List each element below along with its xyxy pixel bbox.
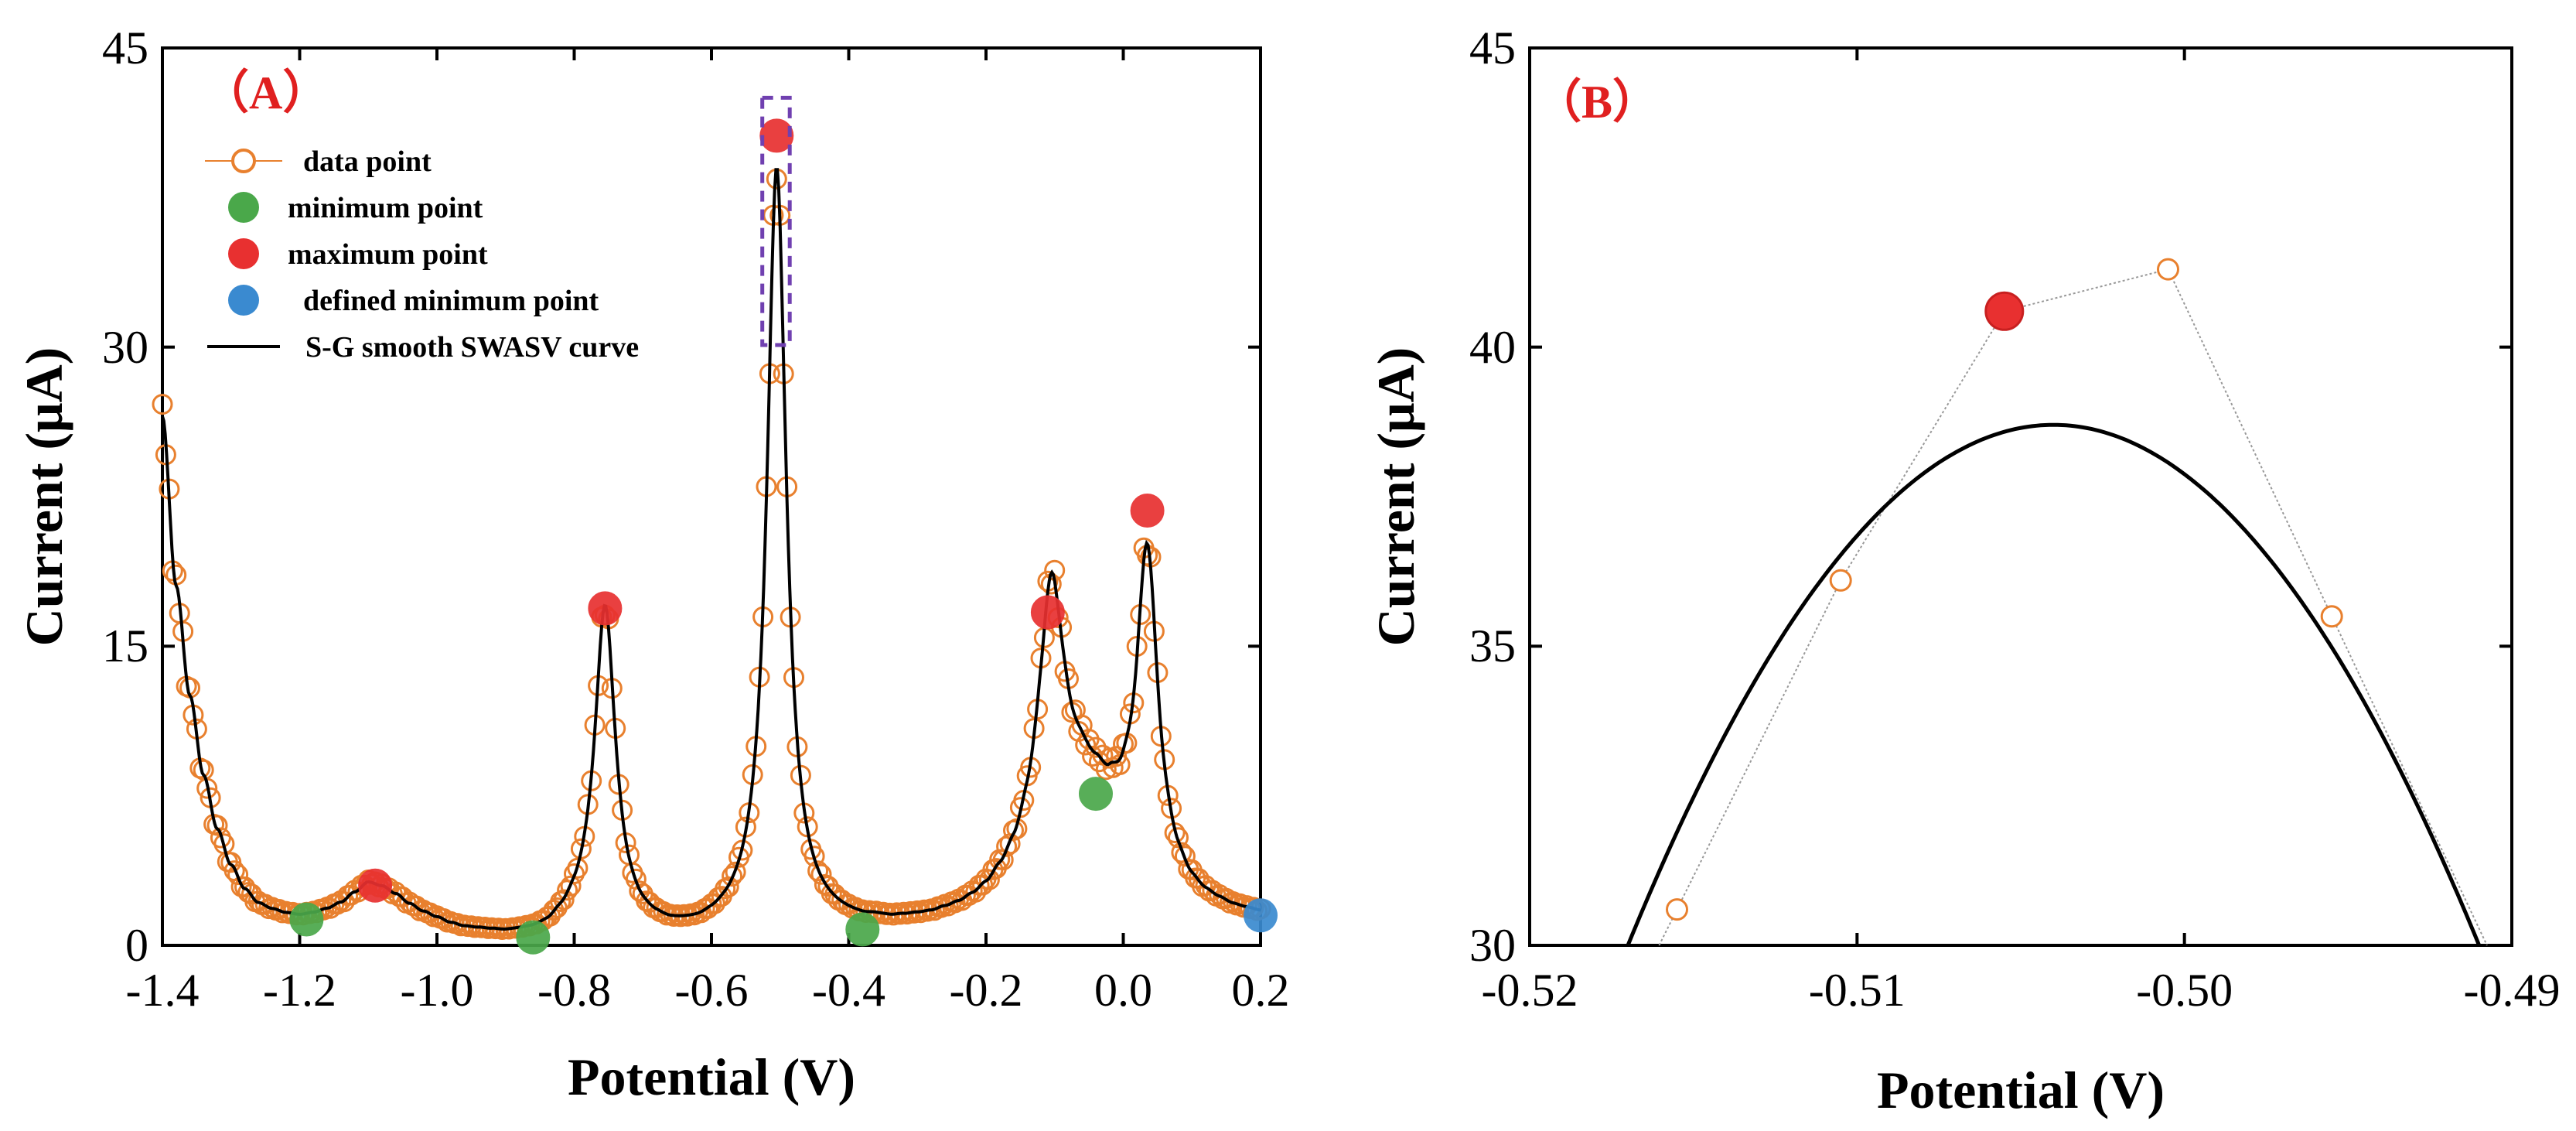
x-tick-label: -0.51 (1809, 965, 1906, 1016)
x-tick-label: 0.2 (1232, 965, 1290, 1016)
data-point (1168, 827, 1189, 849)
x-tick-label: -1.2 (263, 965, 336, 1016)
data-point (722, 866, 743, 887)
maximum-point (1984, 291, 2025, 331)
maximum-point (1030, 595, 1065, 630)
data-point (807, 860, 829, 882)
panel-b-label: （B） (1535, 76, 1659, 128)
x-tick-label: -1.0 (401, 965, 474, 1016)
data-point (810, 863, 832, 885)
legend-item-minimum-point: minimum point (228, 192, 483, 224)
y-tick-label: 35 (1469, 620, 1516, 671)
data-point (1174, 846, 1196, 867)
x-tick-label: -0.50 (2136, 965, 2233, 1016)
legend-marker-maximum-point (228, 238, 259, 269)
data-point (978, 869, 1000, 890)
data-point (1666, 898, 1688, 921)
maximum-point (588, 591, 623, 626)
panel-a-plot-area (152, 95, 1278, 955)
y-tick-label: 40 (1469, 322, 1516, 373)
data-point (152, 394, 173, 415)
panel-b-x-axis-title: Potential (V) (1877, 1061, 2165, 1119)
data-point (2157, 258, 2179, 281)
legend-marker-minimum-point (228, 192, 259, 223)
panel-a-y-axis-title: Current (μA) (15, 347, 73, 647)
legend-item-defined-minimum-point: defined minimum point (228, 285, 599, 317)
legend-marker-defined-minimum-point (228, 285, 259, 316)
y-tick-label: 45 (102, 22, 148, 73)
minimum-point (1079, 777, 1113, 812)
data-point (2320, 605, 2343, 628)
maximum-point (1130, 494, 1165, 528)
legend-label-smooth-curve: S-G smooth SWASV curve (305, 331, 639, 364)
y-tick-label: 30 (102, 322, 148, 373)
x-tick-label: -0.52 (1482, 965, 1578, 1016)
data-point (1082, 746, 1104, 767)
legend-item-data-point: data point (205, 145, 432, 178)
panel-b-plot-area (1626, 258, 2488, 946)
panel-b-x-tick-labels: -0.52 -0.51 -0.50 -0.49 (1482, 965, 2561, 1016)
minimum-point (289, 902, 324, 937)
panel-a-ticks (161, 46, 1262, 947)
y-tick-label: 0 (125, 920, 148, 971)
panel-b-smooth-curve (1626, 422, 2482, 946)
panel-b-data-line (1658, 268, 2488, 946)
panel-a-label: （A） (203, 67, 329, 118)
x-tick-label: -0.8 (537, 965, 611, 1016)
panel-b-data-points (1666, 258, 2343, 921)
defined-minimum-point (1244, 898, 1278, 933)
data-point (1829, 569, 1852, 592)
data-point (567, 857, 589, 879)
data-point (725, 861, 746, 883)
legend-item-smooth-curve: S-G smooth SWASV curve (207, 331, 639, 364)
y-tick-label: 30 (1469, 920, 1516, 971)
x-tick-label: -0.2 (950, 965, 1023, 1016)
data-point (234, 876, 255, 897)
legend-item-maximum-point: maximum point (228, 238, 488, 271)
data-point (1085, 736, 1107, 758)
legend-label-defined-minimum-point: defined minimum point (303, 285, 599, 317)
panel-a-x-tick-labels: -1.4 -1.2 -1.0 -0.8 -0.6 -0.4 -0.2 0.0 0… (126, 965, 1290, 1016)
panel-b-plot-frame (1528, 46, 2513, 947)
panel-a-defined-minimum-points (1244, 898, 1278, 933)
panel-a-y-tick-labels: 0 15 30 45 (102, 22, 148, 971)
panel-a-minimum-points (289, 777, 1113, 955)
x-tick-label: 0.0 (1094, 965, 1152, 1016)
legend-label-maximum-point: maximum point (288, 238, 488, 271)
highlight-box (760, 95, 792, 347)
panel-a-x-axis-title: Potential (V) (568, 1047, 855, 1106)
x-tick-label: -1.4 (126, 965, 200, 1016)
panel-b-y-tick-labels: 30 35 40 45 (1469, 22, 1516, 971)
x-tick-label: -0.4 (812, 965, 885, 1016)
legend-label-data-point: data point (303, 145, 432, 178)
panel-b-y-axis-title: Current (μA) (1366, 347, 1425, 647)
minimum-point (845, 912, 880, 947)
panel-b-maximum-points (1984, 291, 2025, 331)
data-point (206, 815, 228, 836)
y-tick-label: 15 (102, 620, 148, 671)
data-point (804, 846, 825, 867)
data-point (560, 875, 582, 897)
panel-a-legend: data point minimum point maximum point d… (205, 145, 639, 364)
x-tick-label: -0.6 (675, 965, 749, 1016)
minimum-point (516, 920, 551, 955)
data-point (227, 864, 249, 886)
panel-b-chart: -0.52 -0.51 -0.50 -0.49 30 35 40 45 Pote… (1366, 22, 2560, 1119)
panel-a-maximum-points (358, 118, 1165, 903)
legend-marker-data-point (231, 149, 256, 173)
legend-label-minimum-point: minimum point (288, 192, 483, 224)
sg-smooth-curve (161, 168, 1261, 931)
panel-a-chart: -1.4 -1.2 -1.0 -0.8 -0.6 -0.4 -0.2 0.0 0… (15, 22, 1290, 1106)
y-tick-label: 45 (1469, 22, 1516, 73)
x-tick-label: -0.49 (2464, 965, 2561, 1016)
maximum-point (358, 868, 393, 903)
panel-b-ticks (1528, 46, 2513, 947)
